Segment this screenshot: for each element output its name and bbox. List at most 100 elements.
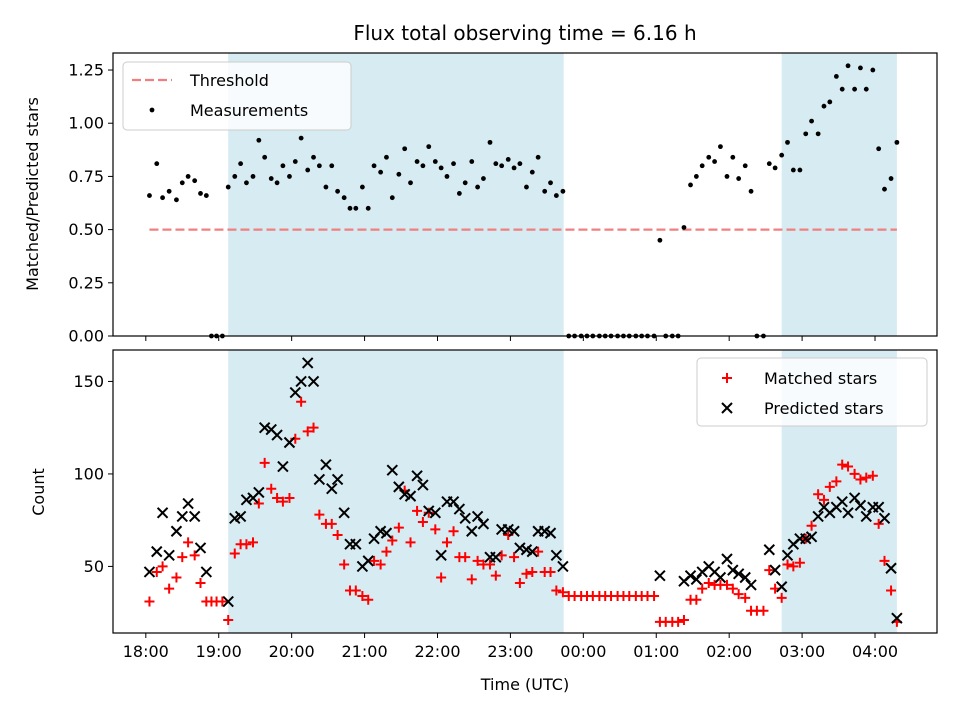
data-point-0-0-29	[323, 184, 329, 190]
data-point-1-0-20	[266, 483, 277, 494]
data-point-1-0-44	[412, 505, 423, 516]
data-point-1-0-97	[733, 589, 744, 600]
data-point-0-0-17	[250, 174, 256, 179]
data-point-1-1-69	[690, 573, 703, 586]
data-point-1-0-2	[157, 561, 168, 572]
data-point-0-0-67	[553, 193, 559, 198]
data-point-1-1-12	[234, 510, 247, 523]
data-point-1-1-63	[544, 527, 557, 539]
data-point-1-1-95	[860, 510, 872, 523]
data-point-1-1-73	[714, 571, 727, 584]
data-point-0-0-95	[724, 174, 730, 179]
data-point-0-0-7	[192, 178, 198, 184]
data-point-0-0-22	[280, 163, 286, 169]
data-point-1-0-13	[223, 615, 234, 626]
data-point-0-0-46	[426, 144, 432, 150]
y-tick-label-0-1: 0.25	[68, 273, 104, 292]
data-point-0-0-56	[487, 139, 493, 145]
data-point-0-0-99	[748, 188, 754, 194]
x-tick-label-6: 00:00	[560, 642, 606, 661]
data-point-0-0-23	[287, 174, 292, 179]
data-point-1-1-78	[745, 579, 757, 591]
data-point-1-1-26	[320, 458, 332, 471]
data-point-1-0-17	[248, 537, 259, 548]
data-point-1-0-66	[545, 566, 556, 577]
data-point-1-0-112	[824, 481, 835, 492]
data-point-1-0-116	[849, 468, 860, 479]
data-point-1-0-53	[466, 574, 477, 585]
data-point-0-0-36	[365, 205, 371, 211]
data-point-1-0-106	[788, 561, 799, 572]
data-point-0-0-34	[353, 205, 359, 211]
y-tick-label-0-2: 0.50	[68, 220, 104, 239]
data-point-1-1-1	[151, 545, 163, 558]
data-point-0-0-115	[845, 63, 851, 69]
data-point-1-1-92	[842, 507, 854, 519]
data-point-1-1-64	[550, 549, 563, 562]
data-point-1-0-26	[302, 426, 313, 437]
data-point-0-0-30	[329, 163, 335, 169]
data-point-1-1-58	[514, 542, 526, 554]
data-point-1-0-41	[393, 522, 404, 533]
data-point-1-1-40	[404, 490, 417, 502]
data-point-0-0-96	[730, 154, 736, 160]
data-point-0-0-106	[790, 167, 796, 173]
data-point-1-1-79	[763, 544, 775, 556]
data-point-1-1-65	[557, 560, 569, 573]
data-point-0-0-107	[797, 167, 803, 173]
legend-box-top	[122, 61, 352, 131]
data-point-1-0-31	[332, 529, 343, 540]
data-point-0-0-15	[238, 161, 244, 167]
data-point-0-0-57	[493, 161, 499, 167]
data-point-1-0-101	[758, 605, 769, 616]
data-point-1-1-81	[775, 581, 788, 593]
data-point-1-0-38	[375, 559, 386, 570]
data-point-0-0-112	[827, 99, 833, 105]
data-point-0-0-50	[451, 161, 456, 167]
data-point-0-0-121	[882, 186, 887, 192]
data-point-0-0-88	[681, 225, 687, 230]
data-point-0-0-102	[766, 161, 772, 167]
data-point-0-0-98	[742, 163, 748, 169]
data-point-1-0-120	[873, 518, 884, 529]
data-point-0-0-9	[203, 193, 209, 198]
shaded-interval-1-0	[228, 350, 564, 633]
data-point-1-1-2	[156, 507, 169, 519]
data-point-0-0-21	[274, 180, 280, 186]
data-point-1-0-37	[369, 555, 380, 566]
data-point-0-0-108	[803, 131, 809, 137]
data-point-0-0-89	[688, 182, 693, 188]
data-point-1-1-16	[258, 421, 271, 434]
data-point-1-1-77	[739, 571, 751, 584]
data-point-1-0-19	[259, 457, 270, 468]
data-point-1-1-48	[453, 503, 466, 515]
x-tick-label-8: 02:00	[706, 642, 752, 661]
data-point-0-0-92	[706, 154, 712, 160]
data-point-0-0-113	[833, 74, 839, 79]
data-point-1-0-62	[521, 568, 532, 579]
data-point-1-1-82	[781, 549, 794, 562]
data-point-1-1-75	[727, 564, 739, 576]
data-point-1-0-5	[177, 552, 188, 563]
data-point-1-1-98	[878, 512, 891, 525]
data-point-1-0-64	[533, 546, 544, 557]
data-point-1-1-6	[182, 497, 194, 510]
data-point-0-0-39	[384, 154, 389, 160]
data-point-1-0-105	[782, 559, 793, 570]
shaded-interval-0-1	[781, 53, 897, 336]
data-point-1-0-45	[417, 517, 428, 528]
data-point-1-0-92	[703, 578, 714, 589]
data-point-1-0-0	[144, 596, 155, 607]
data-point-0-0-4	[174, 197, 179, 203]
data-point-1-1-0	[143, 566, 156, 578]
data-point-0-0-20	[268, 176, 274, 181]
data-point-1-1-15	[253, 486, 265, 499]
data-point-0-0-28	[316, 163, 322, 169]
axes-frame-1	[112, 349, 938, 634]
data-point-1-0-43	[405, 537, 416, 548]
data-point-1-0-50	[448, 526, 459, 537]
data-point-1-0-25	[296, 396, 307, 407]
data-point-1-1-43	[423, 505, 435, 517]
data-point-1-1-86	[805, 531, 818, 543]
data-point-0-0-16	[244, 180, 249, 186]
